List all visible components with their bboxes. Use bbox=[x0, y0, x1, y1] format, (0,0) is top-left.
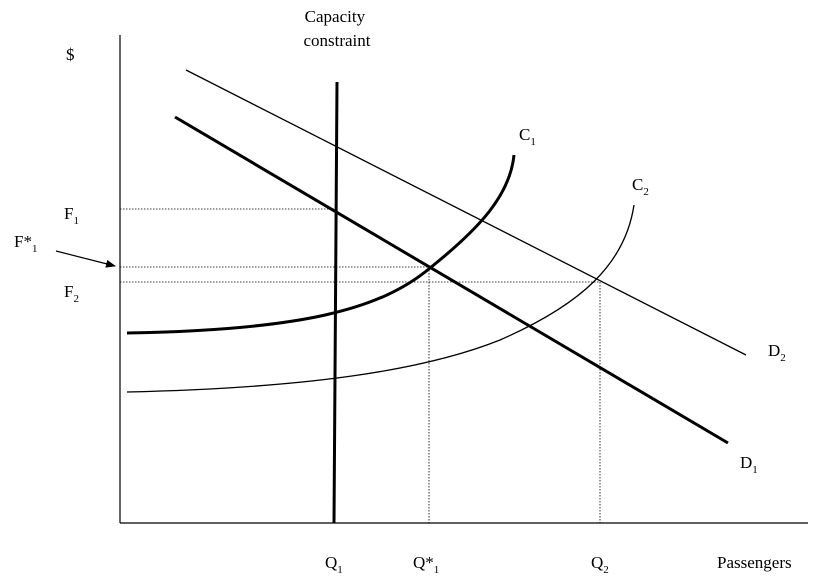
quantity-label-q2: Q2 bbox=[591, 553, 609, 576]
quantity-label-q-star-1-sub: 1 bbox=[434, 564, 440, 576]
price-label-f1: F1 bbox=[64, 204, 79, 227]
price-label-f2: F2 bbox=[64, 282, 79, 305]
demand-curve-d1 bbox=[174, 115, 729, 445]
capacity-label-line1: Capacity bbox=[305, 7, 366, 26]
curve-label-d2: D2 bbox=[768, 341, 786, 364]
quantity-label-q2-letter: Q bbox=[591, 553, 603, 572]
quantity-label-q1-letter: Q bbox=[325, 553, 337, 572]
curve-label-c2: C2 bbox=[632, 175, 649, 198]
curve-label-d2-sub: 2 bbox=[780, 352, 786, 364]
price-label-f2-letter: F bbox=[64, 282, 73, 301]
curve-label-d2-letter: D bbox=[768, 341, 780, 360]
capacity-constraint-line bbox=[332, 81, 339, 524]
price-label-f-star-1-letter: F* bbox=[14, 232, 32, 251]
curve-label-d1-sub: 1 bbox=[752, 464, 758, 476]
curve-label-c1-sub: 1 bbox=[530, 136, 536, 148]
quantity-label-q-star-1-letter: Q* bbox=[413, 553, 434, 572]
curve-label-d1-letter: D bbox=[740, 453, 752, 472]
price-label-f2-sub: 2 bbox=[73, 293, 79, 305]
y-axis-label: $ bbox=[66, 45, 75, 64]
curve-label-c1-letter: C bbox=[519, 125, 530, 144]
price-label-f-star-1: F*1 bbox=[14, 232, 37, 255]
quantity-label-q-star-1: Q*1 bbox=[413, 553, 439, 576]
price-label-f-star-1-sub: 1 bbox=[32, 243, 38, 255]
f-star-1-arrow bbox=[55, 250, 116, 268]
quantity-label-q2-sub: 2 bbox=[603, 564, 609, 576]
curve-label-c1: C1 bbox=[519, 125, 536, 148]
quantity-label-q1-sub: 1 bbox=[337, 564, 343, 576]
cost-curve-c2 bbox=[126, 204, 635, 393]
curve-label-c2-sub: 2 bbox=[643, 186, 649, 198]
capacity-label-line2: constraint bbox=[303, 31, 370, 50]
curve-label-c2-letter: C bbox=[632, 175, 643, 194]
quantity-label-q1: Q1 bbox=[325, 553, 343, 576]
demand-curve-d2 bbox=[185, 69, 747, 356]
x-axis-label: Passengers bbox=[717, 553, 792, 572]
curve-label-d1: D1 bbox=[740, 453, 758, 476]
price-label-f1-sub: 1 bbox=[73, 215, 79, 227]
capacity-constraint-label: Capacity constraint bbox=[303, 7, 370, 50]
price-label-f1-letter: F bbox=[64, 204, 73, 223]
cost-curve-c1 bbox=[126, 154, 516, 335]
